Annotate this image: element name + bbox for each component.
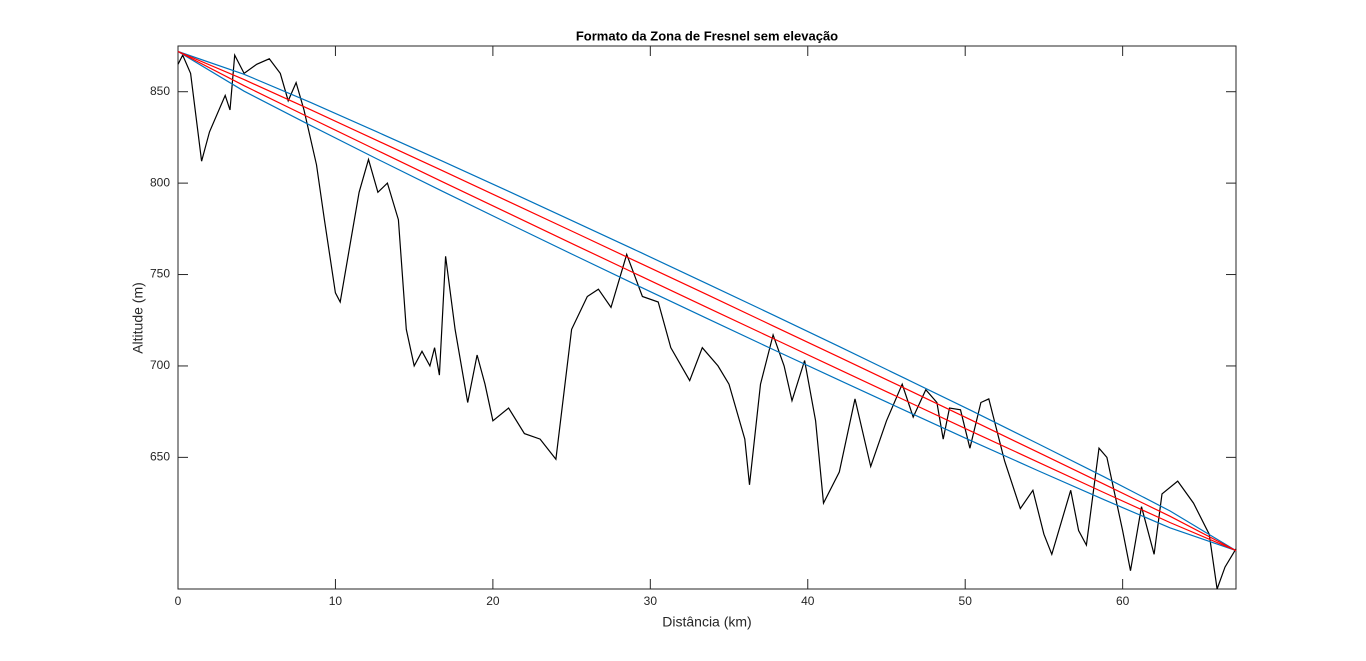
series-line xyxy=(177,50,1237,552)
y-tick-label: 700 xyxy=(150,358,170,372)
x-tick-label: 60 xyxy=(1116,594,1130,608)
y-tick-label: 800 xyxy=(150,175,170,189)
x-tick-label: 0 xyxy=(175,594,182,608)
series-line xyxy=(177,50,1237,552)
series-line xyxy=(177,50,1237,552)
axes-box xyxy=(177,45,1237,590)
chart-title: Formato da Zona de Fresnel sem elevação xyxy=(576,28,838,43)
x-tick-label: 30 xyxy=(644,594,658,608)
x-tick-label: 50 xyxy=(959,594,973,608)
x-tick-label: 40 xyxy=(801,594,815,608)
y-axis-label: Altitude (m) xyxy=(130,282,146,354)
x-tick-label: 10 xyxy=(329,594,343,608)
series-line xyxy=(177,50,1237,552)
y-tick-label: 850 xyxy=(150,84,170,98)
x-tick-label: 20 xyxy=(486,594,500,608)
y-tick-label: 650 xyxy=(150,450,170,464)
x-axis-label: Distância (km) xyxy=(662,614,751,630)
y-tick-label: 750 xyxy=(150,267,170,281)
series-line xyxy=(177,52,1237,590)
